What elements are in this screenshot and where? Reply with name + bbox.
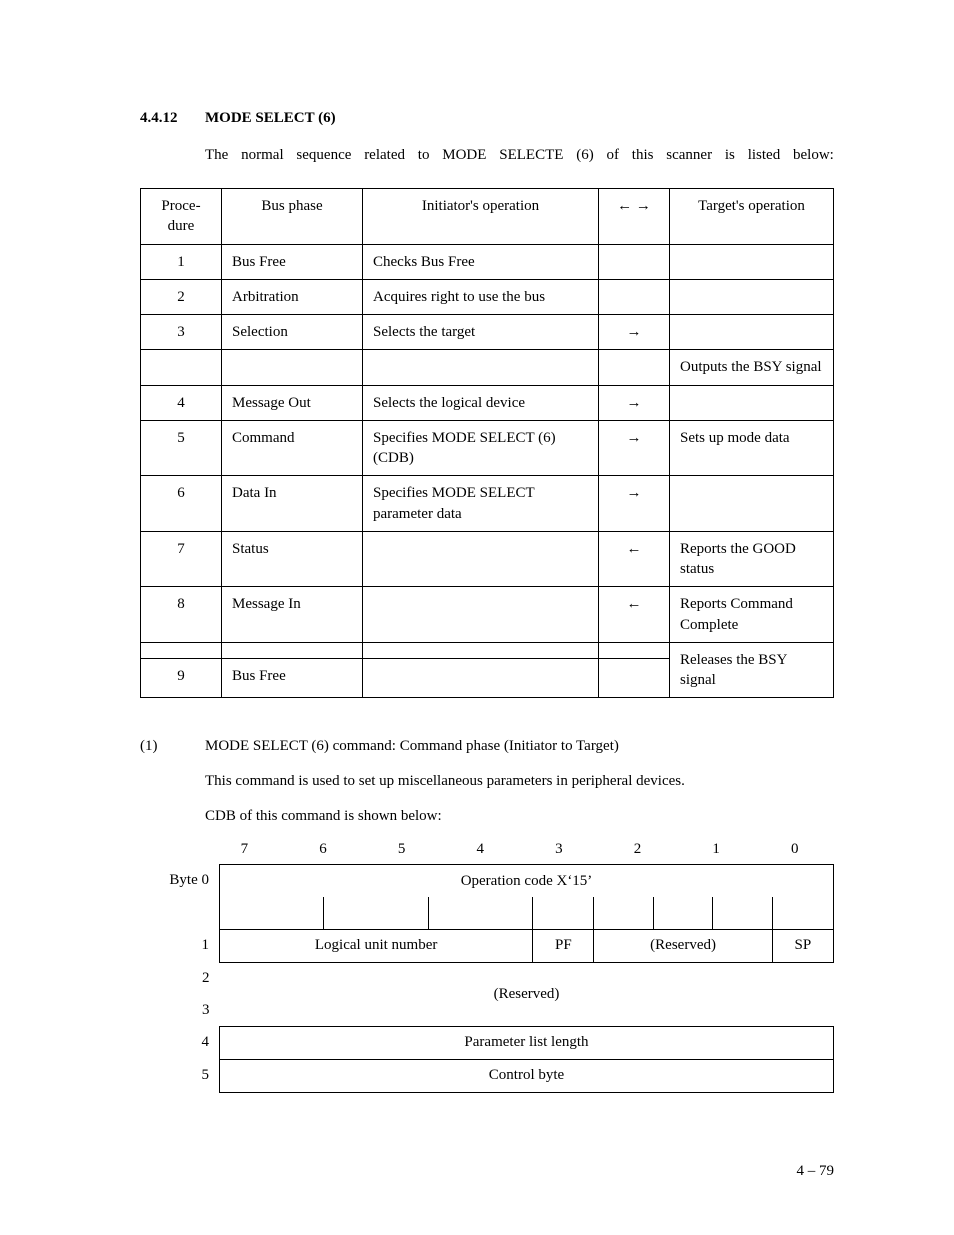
- intro-paragraph: The normal sequence related to MODE SELE…: [205, 145, 834, 166]
- table-row: 3SelectionSelects the target→: [141, 315, 834, 350]
- col-target: Target's operation: [670, 189, 834, 245]
- byte1-sp: SP: [772, 929, 833, 962]
- table-row: 2 (Reserved): [140, 962, 834, 994]
- byte1-pf: PF: [533, 929, 594, 962]
- bit-label: 1: [677, 841, 756, 864]
- bit-label: 0: [755, 841, 834, 864]
- table-row: 4Message OutSelects the logical device→: [141, 385, 834, 420]
- page: 4.4.12 MODE SELECT (6) The normal sequen…: [0, 0, 954, 1235]
- bit-header-row: 76543210: [205, 841, 834, 864]
- byte-label: 3: [140, 994, 220, 1026]
- table-row: Outputs the BSY signal: [141, 350, 834, 385]
- cdb-diagram: 76543210 Byte 0 Operation code X‘15’: [140, 841, 834, 1093]
- page-number: 4 – 79: [797, 1163, 835, 1180]
- section-number: 4.4.12: [140, 110, 205, 127]
- section-title: MODE SELECT (6): [205, 110, 336, 127]
- bit-label: 6: [284, 841, 363, 864]
- col-initiator: Initiator's operation: [363, 189, 599, 245]
- subsection-number: (1): [140, 738, 205, 755]
- bit-label: 3: [520, 841, 599, 864]
- table-row: Byte 0 Operation code X‘15’: [140, 865, 834, 898]
- table-row: 2ArbitrationAcquires right to use the bu…: [141, 279, 834, 314]
- cdb-table: Byte 0 Operation code X‘15’ 1 Logical un…: [140, 864, 834, 1093]
- byte-label: 4: [140, 1026, 220, 1059]
- table-row: 4 Parameter list length: [140, 1026, 834, 1059]
- table-header-row: Proce-dure Bus phase Initiator's operati…: [141, 189, 834, 245]
- table-row: 5CommandSpecifies MODE SELECT (6) (CDB)→…: [141, 420, 834, 476]
- bit-label: 5: [362, 841, 441, 864]
- byte5-control: Control byte: [220, 1059, 834, 1092]
- byte-label: 2: [140, 962, 220, 994]
- byte-label: 1: [140, 929, 220, 962]
- table-row: 5 Control byte: [140, 1059, 834, 1092]
- procedure-table: Proce-dure Bus phase Initiator's operati…: [140, 188, 834, 698]
- table-row: 6Data InSpecifies MODE SELECT parameter …: [141, 476, 834, 532]
- col-direction: ← →: [599, 189, 670, 245]
- bit-label: 4: [441, 841, 520, 864]
- byte4-paramlen: Parameter list length: [220, 1026, 834, 1059]
- col-procedure: Proce-dure: [141, 189, 222, 245]
- tick-row: [140, 897, 834, 929]
- section-heading: 4.4.12 MODE SELECT (6): [140, 110, 834, 127]
- byte-label: Byte 0: [140, 865, 220, 898]
- byte23-reserved: (Reserved): [220, 962, 834, 1026]
- bit-label: 2: [598, 841, 677, 864]
- byte1-lun: Logical unit number: [220, 929, 533, 962]
- byte1-reserved: (Reserved): [594, 929, 772, 962]
- subsection-para-1: This command is used to set up miscellan…: [205, 771, 834, 792]
- table-row: 1 Logical unit number PF (Reserved) SP: [140, 929, 834, 962]
- table-row: 7Status←Reports the GOOD status: [141, 531, 834, 587]
- byte-label: 5: [140, 1059, 220, 1092]
- bit-label: 7: [205, 841, 284, 864]
- table-row: 8Message In←Reports Command Complete: [141, 587, 834, 643]
- subsection-para-2: CDB of this command is shown below:: [205, 806, 834, 827]
- subsection-title: MODE SELECT (6) command: Command phase (…: [205, 738, 619, 755]
- subsection-heading: (1) MODE SELECT (6) command: Command pha…: [140, 738, 834, 755]
- table-row: 1Bus FreeChecks Bus Free: [141, 244, 834, 279]
- col-bus-phase: Bus phase: [222, 189, 363, 245]
- table-row: Releases the BSY signal: [141, 642, 834, 659]
- byte0-opcode: Operation code X‘15’: [220, 865, 834, 898]
